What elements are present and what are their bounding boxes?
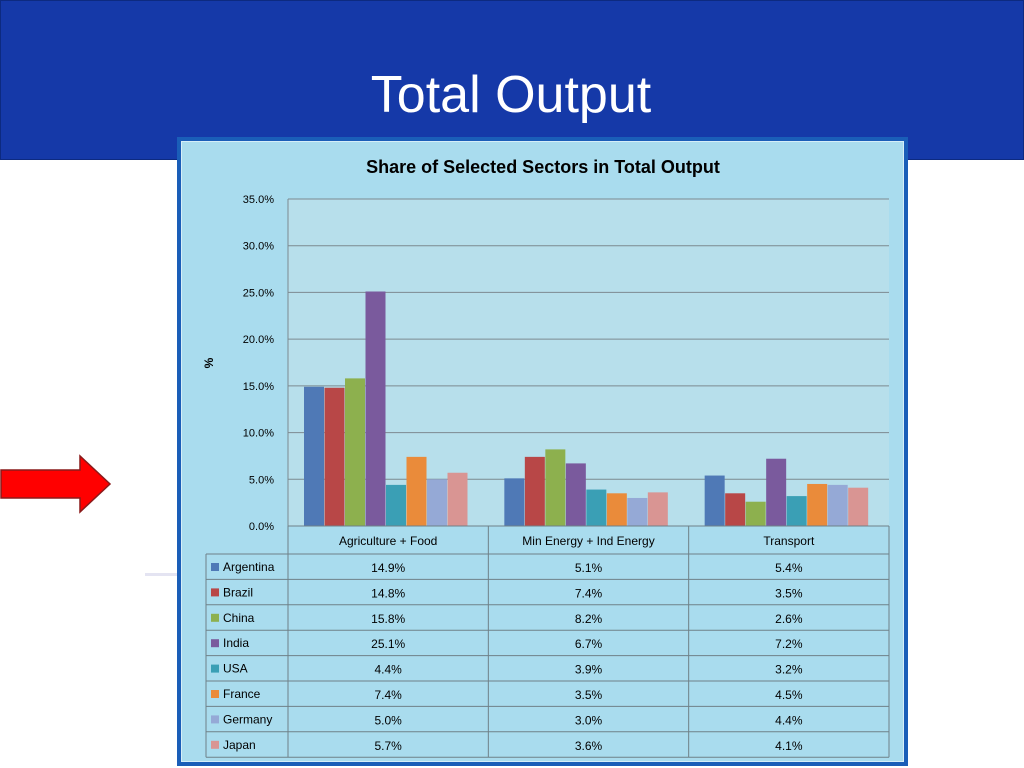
data-table: Agriculture + Food Min Energy + Ind Energ… — [205, 525, 890, 758]
legend-key-argentina — [211, 563, 219, 571]
legend-label: China — [223, 611, 255, 625]
y-tick-label: 10.0% — [243, 428, 274, 440]
bar-japan-2 — [647, 492, 668, 526]
bar-china-3 — [745, 501, 766, 526]
table-cell: 15.8% — [371, 612, 405, 626]
table-cell: 25.1% — [371, 637, 405, 651]
bar-germany-2 — [627, 497, 648, 526]
legend-label: Germany — [223, 712, 272, 726]
table-cell: 7.2% — [775, 637, 803, 651]
legend-key-usa — [211, 664, 219, 673]
table-cell: 3.5% — [775, 586, 803, 600]
table-cell: 14.9% — [371, 561, 405, 575]
bar-brazil-3 — [725, 493, 746, 526]
legend-key-france — [211, 690, 219, 698]
bars — [304, 291, 869, 526]
y-tick-label: 25.0% — [243, 287, 274, 299]
bar-france-3 — [807, 483, 828, 526]
table-cell: 5.4% — [775, 561, 803, 575]
bar-usa-2 — [586, 489, 607, 526]
slide-header — [0, 0, 1024, 160]
table-cell: 14.8% — [371, 586, 405, 600]
bar-germany-3 — [827, 484, 848, 526]
legend-label: India — [223, 636, 249, 650]
bar-brazil-2 — [524, 456, 545, 526]
table-cell: 4.4% — [775, 713, 803, 727]
bar-argentina-1 — [304, 386, 324, 526]
bar-france-2 — [606, 493, 627, 526]
table-cell: 3.5% — [575, 688, 603, 702]
bar-india-2 — [565, 463, 586, 526]
table-cell: 4.5% — [775, 688, 803, 702]
slide-title: Total Output — [370, 66, 652, 124]
y-axis-label: % — [202, 357, 216, 368]
bar-brazil-1 — [324, 387, 345, 526]
table-header-cell: Transport — [763, 534, 815, 548]
y-tick-label: 15.0% — [243, 381, 274, 393]
y-tick-label: 20.0% — [243, 334, 274, 346]
bar-china-1 — [345, 378, 365, 526]
table-cell: 7.4% — [374, 688, 402, 702]
bar-japan-1 — [447, 472, 468, 526]
red-arrow-icon — [0, 454, 112, 514]
bar-france-1 — [406, 456, 427, 526]
bar-argentina-3 — [704, 475, 725, 526]
table-cell: 5.1% — [575, 561, 603, 575]
y-tick-label: 0.0% — [249, 521, 274, 533]
table-cell: 4.4% — [374, 663, 402, 677]
table-cell: 3.0% — [575, 713, 603, 727]
chart-title: Share of Selected Sectors in Total Outpu… — [366, 157, 720, 177]
table-cell: 6.7% — [575, 637, 603, 651]
legend-key-japan — [211, 740, 219, 749]
legend-key-brazil — [211, 588, 219, 597]
legend-label: USA — [223, 662, 248, 676]
table-cell: 3.6% — [575, 739, 603, 753]
legend-label: Brazil — [223, 585, 253, 599]
table-cell: 3.9% — [575, 663, 603, 677]
decorative-line — [145, 573, 185, 576]
bar-usa-1 — [386, 484, 406, 526]
bar-japan-3 — [848, 487, 869, 526]
table-cell: 7.4% — [575, 586, 603, 600]
legend-key-india — [211, 639, 219, 648]
bar-argentina-2 — [504, 478, 525, 526]
y-tick-label: 35.0% — [243, 194, 274, 206]
bar-usa-3 — [786, 496, 807, 526]
table-cell: 3.2% — [775, 663, 803, 677]
bar-china-2 — [545, 449, 566, 526]
table-cell: 5.0% — [374, 713, 402, 727]
legend-key-germany — [211, 715, 219, 724]
table-cell: 5.7% — [374, 739, 402, 753]
table-header-cell: Min Energy + Ind Energy — [522, 534, 654, 548]
legend-label: Argentina — [223, 560, 275, 574]
y-tick-label: 30.0% — [243, 241, 274, 253]
legend-label: Japan — [223, 738, 256, 752]
legend-key-china — [211, 613, 219, 622]
table-cell: 4.1% — [775, 739, 803, 753]
table-cell: 2.6% — [775, 612, 803, 626]
legend-label: France — [223, 687, 261, 701]
bar-germany-1 — [427, 479, 447, 526]
y-tick-label: 5.0% — [249, 474, 274, 486]
bar-india-1 — [365, 291, 386, 526]
y-tick-labels: 0.0% 5.0% 10.0% 15.0% 20.0% 25.0% 30.0% 35.0% — [243, 194, 274, 533]
bar-india-3 — [766, 458, 787, 526]
plot-area — [288, 199, 889, 526]
table-header-cell: Agriculture + Food — [339, 534, 437, 548]
table-cell: 8.2% — [575, 612, 603, 626]
